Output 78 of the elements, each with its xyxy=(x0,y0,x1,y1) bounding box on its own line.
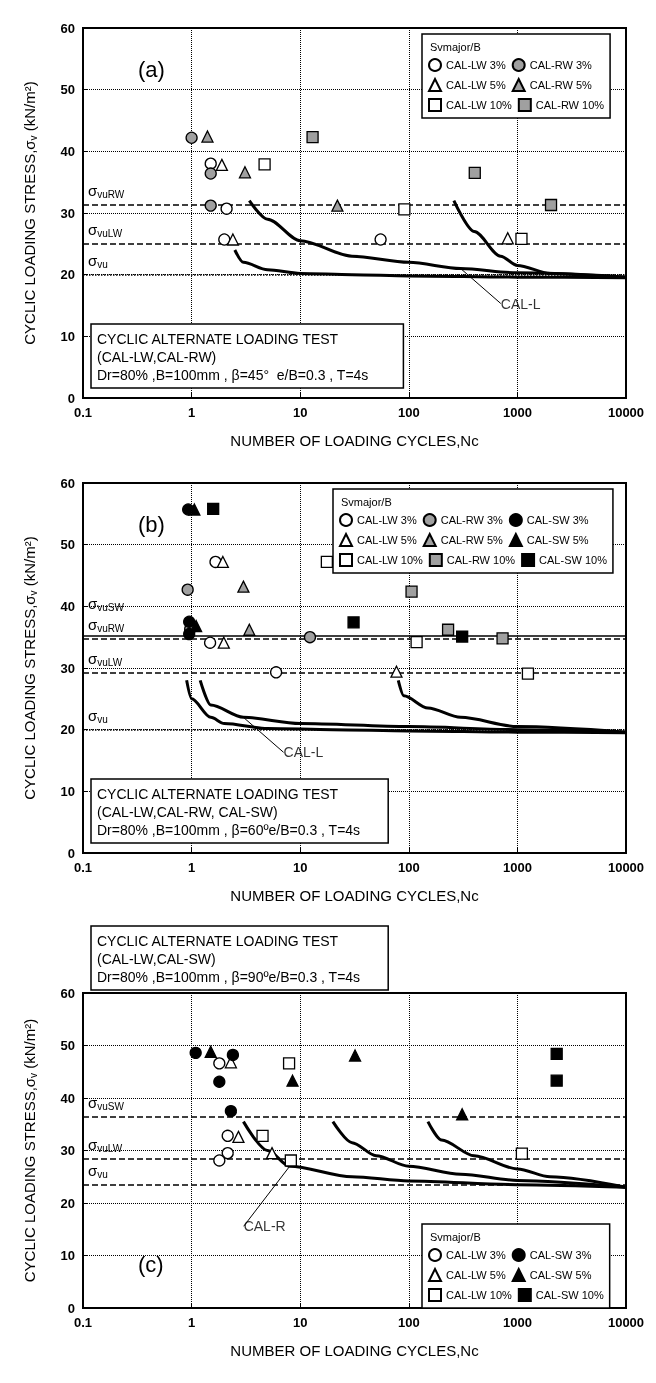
x-axis-title: NUMBER OF LOADING CYCLES,Nc xyxy=(230,887,480,904)
y-tick-label: 20 xyxy=(60,1195,75,1211)
text: (a) xyxy=(138,56,165,82)
legend-label: CAL-SW 3% xyxy=(526,514,589,526)
y-tick-label: 50 xyxy=(60,82,75,98)
annotation: CAL-L xyxy=(283,744,324,761)
x-tick-label: 10 xyxy=(292,405,308,420)
y-axis-title: CYCLIC LOADING STRESS,σv (kN/m²) xyxy=(20,81,39,345)
text: CYCLIC ALTERNATE LOADING TEST (CAL-LW,CAL-SW) Dr=80% ,B=100mm , β=90ºe/B=0.3 , T=4s xyxy=(97,933,361,985)
y-tick-label: 10 xyxy=(60,1248,75,1263)
y-tick-label: 10 xyxy=(60,783,75,799)
legend-label: CAL-SW 10% xyxy=(539,554,608,566)
y-tick-label: 20 xyxy=(60,267,75,283)
text: (b) xyxy=(138,511,165,537)
y-tick-label: 20 xyxy=(60,722,75,738)
x-tick-label: 10000 xyxy=(607,1315,645,1330)
legend-label: CAL-RW 3% xyxy=(529,59,593,71)
annotation: CAL-R xyxy=(243,1218,286,1235)
y-tick-label: 60 xyxy=(60,20,75,36)
x-tick-label: 10 xyxy=(292,1315,308,1330)
y-tick-label: 30 xyxy=(60,1143,75,1158)
x-axis-title: NUMBER OF LOADING CYCLES,Nc xyxy=(230,1342,480,1359)
x-tick-label: 100 xyxy=(397,1315,420,1330)
x-tick-label: 10000 xyxy=(607,860,645,875)
y-tick-label: 30 xyxy=(60,205,75,221)
legend-label: CAL-LW 5% xyxy=(357,534,417,546)
legend-label: CAL-SW 5% xyxy=(529,1269,592,1281)
y-tick-label: 60 xyxy=(60,475,75,491)
legend-label: CAL-SW 3% xyxy=(529,1249,592,1261)
x-tick-label: 100 xyxy=(397,405,420,420)
x-tick-label: 100 xyxy=(397,860,420,875)
y-axis-title: CYCLIC LOADING STRESS,σv (kN/m²) xyxy=(20,1018,39,1283)
x-tick-label: 10000 xyxy=(607,405,645,420)
y-tick-label: 10 xyxy=(60,328,75,344)
y-tick-label: 40 xyxy=(60,143,75,159)
y-tick-label: 40 xyxy=(60,1090,75,1106)
legend-label: CAL-LW 10% xyxy=(446,1289,513,1301)
y-tick-label: 50 xyxy=(60,1038,75,1053)
annotation: CYCLIC ALTERNATE LOADING TEST (CAL-LW,CAL-RW) Dr=80% ,B=100mm , β=45° e/B=0.3 , T=4s xyxy=(97,331,369,383)
y-tick-label: 60 xyxy=(60,985,75,1001)
y-tick-label: 0 xyxy=(67,845,75,861)
x-axis-title: NUMBER OF LOADING CYCLES,Nc xyxy=(230,432,480,449)
x-tick-label: 1 xyxy=(187,405,196,420)
legend-label: CAL-RW 10% xyxy=(446,554,516,566)
legend-label: CAL-SW 5% xyxy=(526,534,589,546)
annotation: CYCLIC ALTERNATE LOADING TEST (CAL-LW,CAL-RW, CAL-SW) Dr=80% ,B=100mm , β=60ºe/B=0.3 , T=4s xyxy=(97,786,361,838)
x-tick-label: 1000 xyxy=(502,860,532,875)
legend-label: CAL-RW 5% xyxy=(529,79,593,91)
x-tick-label: 1 xyxy=(187,860,196,875)
legend-title: Svmajor/B xyxy=(430,1230,481,1243)
x-tick-label: 0.1 xyxy=(73,405,93,420)
y-axis-title: CYCLIC LOADING STRESS,σv (kN/m²) xyxy=(20,536,39,800)
legend-label: CAL-LW 5% xyxy=(446,1269,506,1281)
y-tick-label: 0 xyxy=(67,1300,75,1316)
x-tick-label: 1000 xyxy=(502,1315,532,1330)
legend-label: CAL-LW 5% xyxy=(446,79,506,91)
x-tick-label: 1000 xyxy=(502,405,532,420)
legend-label: CAL-SW 10% xyxy=(535,1289,604,1301)
x-tick-label: 0.1 xyxy=(73,1315,93,1330)
x-tick-label: 0.1 xyxy=(73,860,93,875)
legend-label: CAL-LW 3% xyxy=(446,1249,506,1261)
text: (c) xyxy=(138,1251,164,1277)
legend-label: CAL-LW 10% xyxy=(446,99,513,111)
y-tick-label: 0 xyxy=(67,390,75,406)
x-tick-label: 10 xyxy=(292,860,308,875)
legend-label: CAL-RW 5% xyxy=(440,534,504,546)
y-tick-label: 50 xyxy=(60,537,75,553)
legend-label: CAL-LW 10% xyxy=(357,554,424,566)
legend-title: Svmajor/B xyxy=(341,495,392,508)
y-tick-label: 40 xyxy=(60,598,75,614)
legend-label: CAL-RW 10% xyxy=(535,99,605,111)
legend-label: CAL-RW 3% xyxy=(440,514,504,526)
annotation: CAL-L xyxy=(500,295,541,312)
y-tick-label: 30 xyxy=(60,660,75,676)
legend-label: CAL-LW 3% xyxy=(446,59,506,71)
x-tick-label: 1 xyxy=(187,1315,196,1330)
legend-label: CAL-LW 3% xyxy=(357,514,417,526)
legend-title: Svmajor/B xyxy=(430,40,481,53)
